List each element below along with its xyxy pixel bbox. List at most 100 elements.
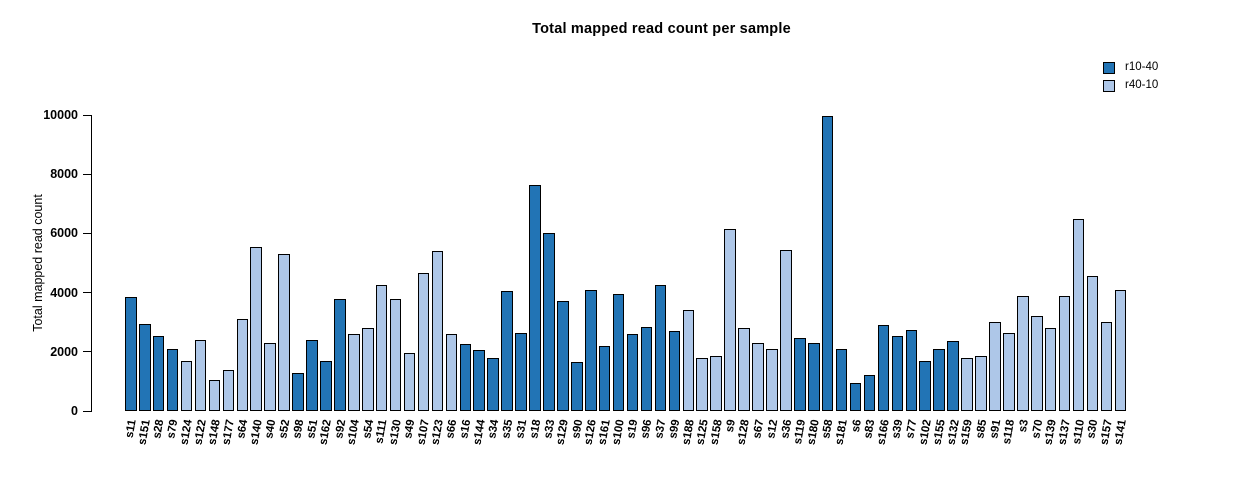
bar-column-s111: s111 [374, 115, 390, 445]
bar-s96 [640, 326, 653, 411]
bar-s67 [752, 342, 764, 411]
bar-s99 [668, 331, 681, 411]
bar-s79 [166, 348, 179, 411]
bar-column-s102: s102 [917, 115, 933, 446]
bar-column-s9: s9 [724, 115, 738, 433]
x-tick-label: s104 [345, 418, 362, 446]
legend-item-r10-40: r10-40 [1103, 59, 1158, 77]
bar-s125 [696, 357, 709, 411]
bar-column-s139: s139 [1043, 115, 1059, 446]
bar-s31 [515, 332, 527, 411]
bar-column-s104: s104 [346, 115, 362, 446]
bar-column-s83: s83 [863, 115, 878, 440]
bar-s39 [891, 335, 904, 411]
x-tick-label: s110 [1070, 418, 1087, 446]
chart-title: Total mapped read count per sample [532, 21, 791, 37]
x-tick-label: s158 [708, 418, 725, 446]
bar-s70 [1030, 316, 1043, 411]
bar-s139 [1044, 328, 1057, 411]
bar-s141 [1114, 289, 1127, 411]
bar-s77 [905, 329, 918, 411]
bar-s161 [598, 345, 611, 411]
x-tick-label: s177 [220, 418, 237, 446]
y-tick [83, 114, 91, 116]
bar-column-s52: s52 [277, 115, 292, 440]
bar-column-s122: s122 [192, 115, 209, 446]
bar-column-s130: s130 [388, 115, 404, 446]
bar-column-s39: s39 [890, 115, 906, 440]
y-tick-label: 6000 [50, 226, 78, 241]
bar-column-s54: s54 [361, 115, 376, 440]
bar-column-s188: s188 [680, 115, 696, 446]
bar-column-s36: s36 [779, 115, 794, 440]
x-tick-label: s129 [554, 418, 572, 446]
x-tick-label: s140 [248, 418, 265, 446]
bar-s102 [919, 360, 932, 411]
bar-column-s144: s144 [471, 115, 487, 446]
y-tick [83, 292, 91, 294]
bar-s177 [222, 369, 235, 411]
bar-s155 [933, 348, 945, 411]
bar-s129 [557, 301, 569, 411]
bar-s104 [348, 334, 360, 411]
bar-column-s18: s18 [528, 115, 543, 440]
bar-column-s79: s79 [166, 115, 181, 440]
bar-s158 [710, 356, 722, 411]
y-tick [83, 410, 91, 412]
bar-column-s119: s119 [792, 115, 808, 445]
bar-column-s166: s166 [875, 115, 892, 446]
bar-s83 [863, 375, 876, 411]
legend-item-r40-10: r40-10 [1103, 77, 1158, 95]
bar-s64 [236, 319, 249, 411]
bar-s144 [473, 350, 486, 411]
bar-s100 [612, 294, 625, 411]
bar-s140 [250, 246, 263, 411]
x-tick-label: s159 [958, 418, 976, 446]
bar-s123 [431, 251, 444, 411]
bar-s148 [208, 379, 221, 411]
y-tick [83, 232, 91, 234]
legend-label: r10-40 [1125, 61, 1159, 74]
bar-s91 [989, 322, 1001, 411]
bar-column-s3: s3 [1017, 115, 1031, 433]
y-axis-title: Total mapped read count [31, 194, 45, 332]
bar-column-s64: s64 [235, 115, 250, 440]
y-tick-label: 8000 [50, 166, 78, 181]
bar-column-s19: s19 [626, 115, 641, 440]
bar-column-s132: s132 [945, 115, 961, 446]
bar-s3 [1017, 295, 1029, 411]
bar-column-s37: s37 [653, 115, 669, 440]
bar-column-s96: s96 [640, 115, 655, 440]
x-tick-label: s123 [429, 418, 446, 446]
y-tick-label: 4000 [50, 285, 78, 300]
bar-s51 [306, 339, 318, 411]
bar-column-s90: s90 [570, 115, 585, 440]
plot-area: s11 s151 s28 s79 s124 s122 s148 s177 s64 s140 s40 s… [124, 115, 1129, 446]
bar-s35 [501, 291, 513, 411]
y-tick-label: 2000 [50, 344, 78, 359]
bar-s98 [292, 372, 304, 411]
bar-s6 [849, 382, 862, 411]
bar-s16 [459, 344, 472, 411]
y-tick [83, 173, 91, 175]
bar-s126 [584, 289, 597, 411]
bar-s130 [389, 298, 402, 411]
bar-column-s107: s107 [415, 115, 432, 446]
bar-s181 [835, 348, 848, 411]
bar-s188 [682, 310, 695, 411]
bar-column-s123: s123 [429, 115, 446, 446]
bar-column-s161: s161 [597, 115, 613, 446]
bar-column-s148: s148 [206, 115, 223, 446]
bar-s49 [403, 353, 416, 411]
bar-column-s157: s157 [1098, 115, 1115, 446]
bar-column-s6: s6 [849, 115, 864, 433]
legend: r10-40 r40-10 [1103, 59, 1158, 95]
bar-column-s91: s91 [988, 115, 1003, 440]
x-tick-label: s162 [317, 418, 335, 446]
bar-column-s155: s155 [931, 115, 947, 446]
x-tick-label: s128 [735, 418, 753, 446]
bar-s128 [738, 328, 750, 411]
bar-column-s99: s99 [667, 115, 683, 440]
bar-s19 [626, 334, 639, 411]
